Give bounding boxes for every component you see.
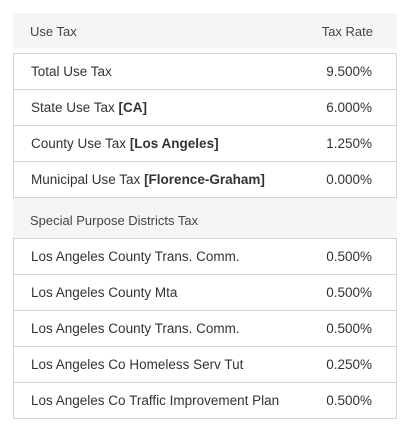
row-qualifier: [Florence-Graham] xyxy=(144,172,265,187)
row-qualifier: [CA] xyxy=(118,100,148,115)
header-use-tax: Use Tax xyxy=(30,23,77,39)
row-label: Los Angeles Co Homeless Serv Tut xyxy=(31,357,244,372)
table-row: Los Angeles County Mta 0.500% xyxy=(14,275,396,311)
row-label: County Use Tax [Los Angeles] xyxy=(31,136,219,151)
row-rate: 0.250% xyxy=(326,357,372,372)
section-header-districts: Special Purpose Districts Tax xyxy=(13,198,397,238)
district-tax-group: Los Angeles County Trans. Comm. 0.500% L… xyxy=(13,238,397,419)
table-row: Los Angeles County Trans. Comm. 0.500% xyxy=(14,239,396,275)
table-row: Los Angeles County Trans. Comm. 0.500% xyxy=(14,311,396,347)
row-label: State Use Tax [CA] xyxy=(31,100,148,115)
row-rate: 0.500% xyxy=(326,393,372,408)
header-tax-rate: Tax Rate xyxy=(321,23,373,39)
section-title: Special Purpose Districts Tax xyxy=(30,212,199,228)
row-rate: 0.500% xyxy=(326,249,372,264)
table-header: Use Tax Tax Rate xyxy=(13,13,397,49)
row-label: Los Angeles County Trans. Comm. xyxy=(31,249,240,264)
table-row-total-use-tax: Total Use Tax 9.500% xyxy=(14,54,396,90)
table-row: Los Angeles Co Traffic Improvement Plan … xyxy=(14,383,396,419)
row-label: Municipal Use Tax [Florence-Graham] xyxy=(31,172,265,187)
row-rate: 6.000% xyxy=(326,100,372,115)
row-rate: 0.500% xyxy=(326,321,372,336)
row-rate: 9.500% xyxy=(326,64,372,79)
row-label: Total Use Tax xyxy=(31,64,112,79)
table-row: Los Angeles Co Homeless Serv Tut 0.250% xyxy=(14,347,396,383)
table-row-county-use-tax: County Use Tax [Los Angeles] 1.250% xyxy=(14,126,396,162)
row-qualifier: [Los Angeles] xyxy=(129,136,219,151)
table-row-state-use-tax: State Use Tax [CA] 6.000% xyxy=(14,90,396,126)
row-label: Los Angeles County Mta xyxy=(31,285,178,300)
table-row-municipal-use-tax: Municipal Use Tax [Florence-Graham] 0.00… xyxy=(14,162,396,198)
use-tax-table: Use Tax Tax Rate Total Use Tax 9.500% St… xyxy=(13,13,397,419)
row-rate: 0.000% xyxy=(326,172,372,187)
row-label: Los Angeles County Trans. Comm. xyxy=(31,321,240,336)
row-rate: 0.500% xyxy=(326,285,372,300)
row-label: Los Angeles Co Traffic Improvement Plan xyxy=(31,393,280,408)
use-tax-group: Total Use Tax 9.500% State Use Tax [CA] … xyxy=(13,53,397,198)
row-rate: 1.250% xyxy=(326,136,372,151)
